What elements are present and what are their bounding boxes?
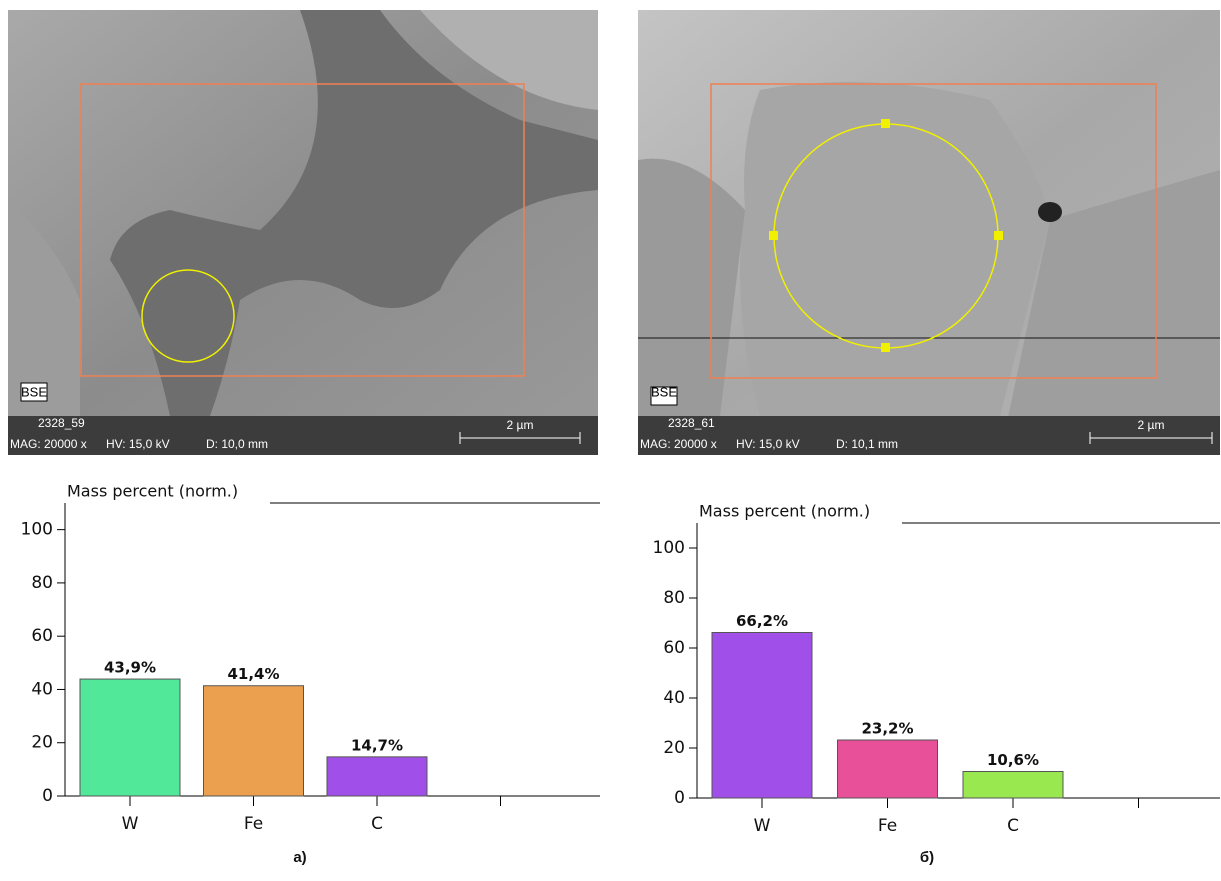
value-label: 23,2%: [861, 720, 913, 738]
y-tick-label: 60: [31, 626, 53, 646]
image-hv: HV: 15,0 kV: [106, 437, 170, 451]
value-label: 10,6%: [987, 751, 1039, 769]
detector-label: BSE: [651, 384, 677, 399]
bar: [712, 633, 812, 799]
y-tick-label: 40: [663, 688, 685, 708]
value-label: 66,2%: [736, 612, 788, 630]
image-distance: D: 10,0 mm: [206, 437, 268, 451]
image-mag: MAG: 20000 x: [640, 437, 717, 451]
y-tick-label: 100: [21, 520, 53, 540]
image-distance: D: 10,1 mm: [836, 437, 898, 451]
y-tick-label: 0: [674, 788, 685, 808]
bar: [204, 686, 304, 796]
value-label: 14,7%: [351, 736, 403, 754]
caption: а): [293, 849, 306, 866]
bar: [838, 740, 938, 798]
y-tick-label: 60: [663, 638, 685, 658]
y-tick-label: 80: [663, 588, 685, 608]
x-tick-label: W: [122, 814, 139, 834]
chart-title: Mass percent (norm.): [67, 482, 238, 501]
value-label: 41,4%: [227, 665, 279, 683]
image-id: 2328_59: [38, 416, 85, 430]
y-tick-label: 100: [653, 538, 685, 558]
value-label: 43,9%: [104, 659, 156, 677]
detector-label: BSE: [21, 384, 47, 399]
scale-label: 2 µm: [1138, 418, 1165, 432]
caption: б): [920, 849, 934, 866]
bar: [963, 772, 1063, 799]
x-tick-label: W: [754, 816, 771, 836]
y-tick-label: 0: [42, 786, 53, 806]
image-mag: MAG: 20000 x: [10, 437, 87, 451]
x-tick-label: Fe: [878, 816, 897, 836]
y-tick-label: 20: [31, 733, 53, 753]
x-tick-label: C: [1007, 816, 1019, 836]
x-tick-label: C: [371, 814, 383, 834]
y-tick-label: 80: [31, 573, 53, 593]
y-tick-label: 40: [31, 679, 53, 699]
figure: BSE 2328_59 MAG: 20000 x HV: 15,0 kV D: 10,0…: [0, 0, 1221, 877]
image-id: 2328_61: [668, 416, 715, 430]
sem-image: [8, 10, 598, 455]
scale-label: 2 µm: [507, 418, 534, 432]
image-hv: HV: 15,0 kV: [736, 437, 800, 451]
x-tick-label: Fe: [244, 814, 263, 834]
sem-image: [638, 10, 1220, 455]
bar: [327, 757, 427, 796]
y-tick-label: 20: [663, 738, 685, 758]
bar: [80, 679, 180, 796]
chart-title: Mass percent (norm.): [699, 502, 870, 521]
